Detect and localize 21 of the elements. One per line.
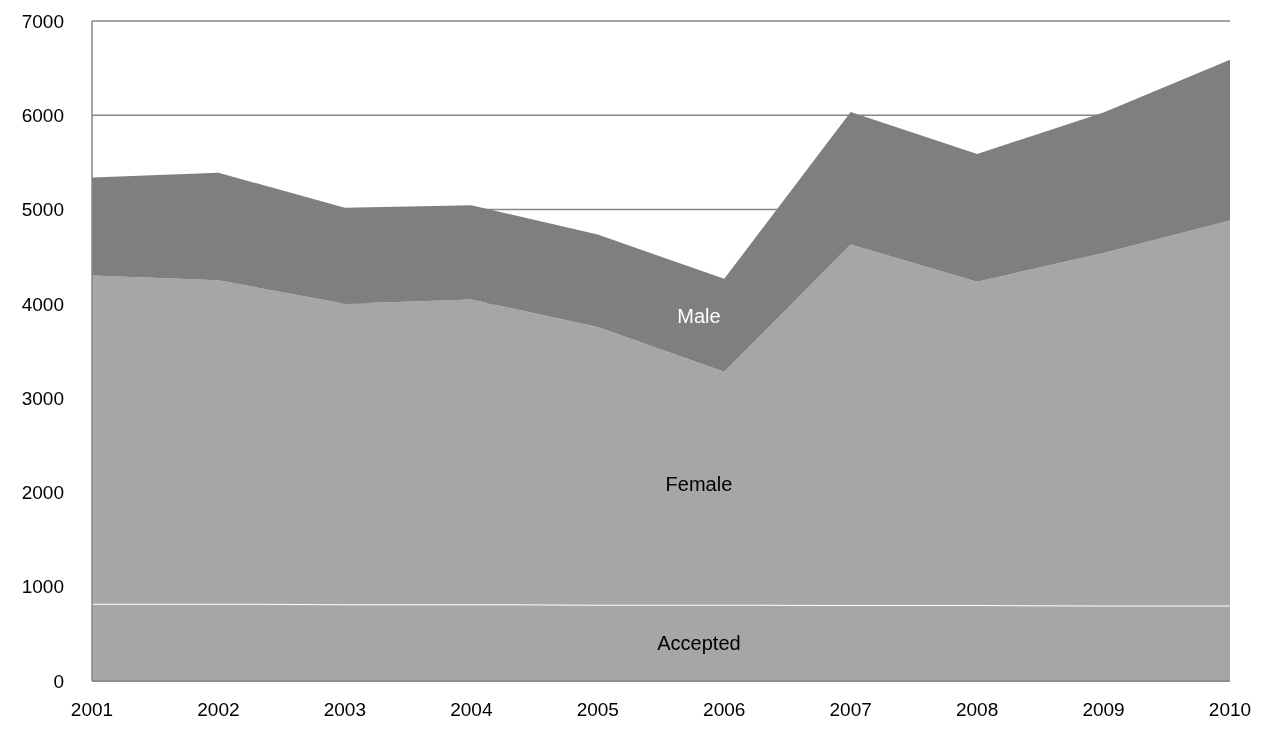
series-label: Female bbox=[665, 472, 733, 495]
x-tick-label: 2010 bbox=[1208, 699, 1252, 721]
x-tick-label: 2006 bbox=[703, 699, 746, 721]
x-tick-label: 2002 bbox=[197, 699, 240, 721]
x-tick-label: 2008 bbox=[955, 699, 999, 721]
y-tick-label: 7000 bbox=[21, 10, 64, 32]
y-tick-label: 3000 bbox=[21, 387, 64, 409]
y-tick-label: 4000 bbox=[21, 293, 64, 315]
y-tick-label: 2000 bbox=[21, 482, 64, 504]
x-tick-label: 2001 bbox=[70, 699, 114, 721]
y-tick-label: 6000 bbox=[21, 105, 64, 127]
x-tick-label: 2009 bbox=[1082, 699, 1125, 721]
x-tick-label: 2005 bbox=[576, 699, 619, 721]
y-tick-label: 1000 bbox=[21, 576, 64, 598]
y-tick-label: 0 bbox=[53, 670, 64, 692]
series-label: Accepted bbox=[657, 631, 741, 654]
x-tick-label: 2007 bbox=[829, 699, 872, 721]
x-tick-label: 2003 bbox=[323, 699, 367, 721]
x-tick-label: 2004 bbox=[450, 699, 493, 721]
y-tick-label: 5000 bbox=[21, 199, 64, 221]
series-label: Male bbox=[677, 305, 721, 328]
